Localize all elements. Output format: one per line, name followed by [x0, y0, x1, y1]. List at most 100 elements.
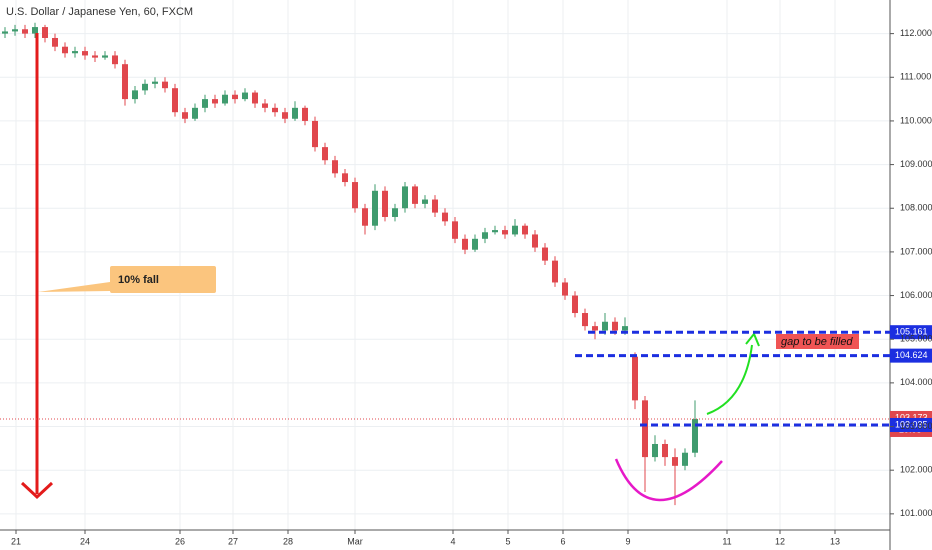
candle-body: [502, 230, 508, 235]
y-tick-label: 110.000: [900, 115, 932, 125]
cup-curve: [614, 458, 723, 502]
y-tick-label: 106.000: [900, 290, 932, 300]
candle-body: [422, 199, 428, 204]
candle-body: [282, 112, 288, 119]
candle-body: [522, 225, 528, 235]
x-tick-label: 26: [175, 536, 185, 546]
candle-body: [142, 83, 148, 91]
x-tick-label: 13: [830, 536, 840, 546]
candle-body: [482, 232, 488, 239]
candle-body: [582, 313, 588, 327]
x-tick-label: 9: [625, 536, 630, 546]
candle-body: [542, 247, 548, 261]
candle-body: [432, 199, 438, 213]
candle-body: [2, 31, 8, 34]
candle-body: [532, 234, 538, 248]
fall-arrow-head: [20, 481, 54, 500]
grid: [0, 0, 890, 530]
candle-body: [332, 160, 338, 174]
y-tick-label: 107.000: [900, 246, 932, 256]
candle-body: [322, 147, 328, 161]
y-tick-label: 111.000: [900, 72, 931, 82]
y-tick-label: 105.000: [900, 334, 932, 344]
candle-body: [622, 326, 628, 331]
candle-body: [572, 295, 578, 314]
green-arrow: [706, 344, 753, 415]
level-box: [890, 418, 932, 433]
candle-body: [202, 99, 208, 108]
candle-body: [172, 88, 178, 113]
candle-body: [632, 356, 638, 401]
candle-body: [592, 326, 598, 331]
candle-body: [392, 208, 398, 217]
candle-body: [212, 99, 218, 104]
gap-label: gap to be filled: [781, 336, 853, 348]
candle-body: [372, 190, 378, 226]
candle-body: [192, 107, 198, 119]
candle-body: [302, 107, 308, 121]
candle-body: [342, 173, 348, 183]
x-tick-label: 4: [450, 536, 455, 546]
candle-body: [562, 282, 568, 296]
candle-body: [32, 27, 38, 34]
x-tick-label: 24: [80, 536, 90, 546]
level-box: [890, 325, 932, 340]
candle-body: [452, 221, 458, 239]
level-label: 104.624: [895, 350, 928, 360]
candle-body: [262, 103, 268, 108]
chart-title: U.S. Dollar / Japanese Yen, 60, FXCM: [6, 6, 193, 18]
candle-body: [272, 107, 278, 113]
candle-body: [22, 29, 28, 34]
candle-body: [462, 238, 468, 250]
candle-body: [362, 208, 368, 226]
candle-body: [102, 55, 108, 58]
y-tick-label: 103.000: [900, 421, 932, 431]
candle-body: [232, 94, 238, 100]
candle-body: [92, 55, 98, 58]
x-tick-label: 5: [505, 536, 510, 546]
x-tick-label: 11: [722, 536, 731, 546]
candle-body: [472, 238, 478, 250]
candle-body: [112, 55, 118, 65]
x-tick-label: 21: [11, 536, 21, 546]
y-tick-label: 102.000: [900, 465, 932, 475]
x-tick-label: 6: [560, 536, 565, 546]
candle-body: [312, 120, 318, 148]
current-price-label: 103.173: [895, 412, 928, 422]
candle-body: [82, 51, 88, 56]
candle-body: [152, 81, 158, 84]
candle-body: [402, 186, 408, 209]
candle-body: [162, 81, 168, 89]
candle-body: [242, 92, 248, 100]
candle-body: [442, 212, 448, 222]
candle-body: [682, 452, 688, 466]
x-tick-label: 28: [283, 536, 293, 546]
candle-body: [42, 27, 48, 38]
candle-body: [222, 94, 228, 104]
candle-body: [492, 230, 498, 233]
candle-body: [612, 321, 618, 331]
y-tick-label: 101.000: [900, 508, 932, 518]
candle-body: [252, 92, 258, 104]
candle-body: [662, 443, 668, 458]
candle-body: [412, 186, 418, 204]
x-tick-label: 27: [228, 536, 238, 546]
y-tick-label: 104.000: [900, 377, 932, 387]
y-tick-label: 108.000: [900, 203, 932, 213]
candle-body: [122, 64, 128, 100]
candle-body: [62, 46, 68, 54]
y-tick-label: 109.000: [900, 159, 932, 169]
candle-body: [512, 225, 518, 235]
candle-body: [352, 182, 358, 209]
x-tick-label: Mar: [347, 536, 363, 546]
level-label: 105.161: [895, 327, 928, 337]
candle-body: [182, 112, 188, 119]
candles: [2, 22, 698, 506]
candle-body: [382, 190, 388, 217]
candle-body: [602, 321, 608, 331]
y-tick-label: 112.000: [900, 28, 932, 38]
candle-body: [292, 107, 298, 119]
level-box: [890, 348, 932, 363]
